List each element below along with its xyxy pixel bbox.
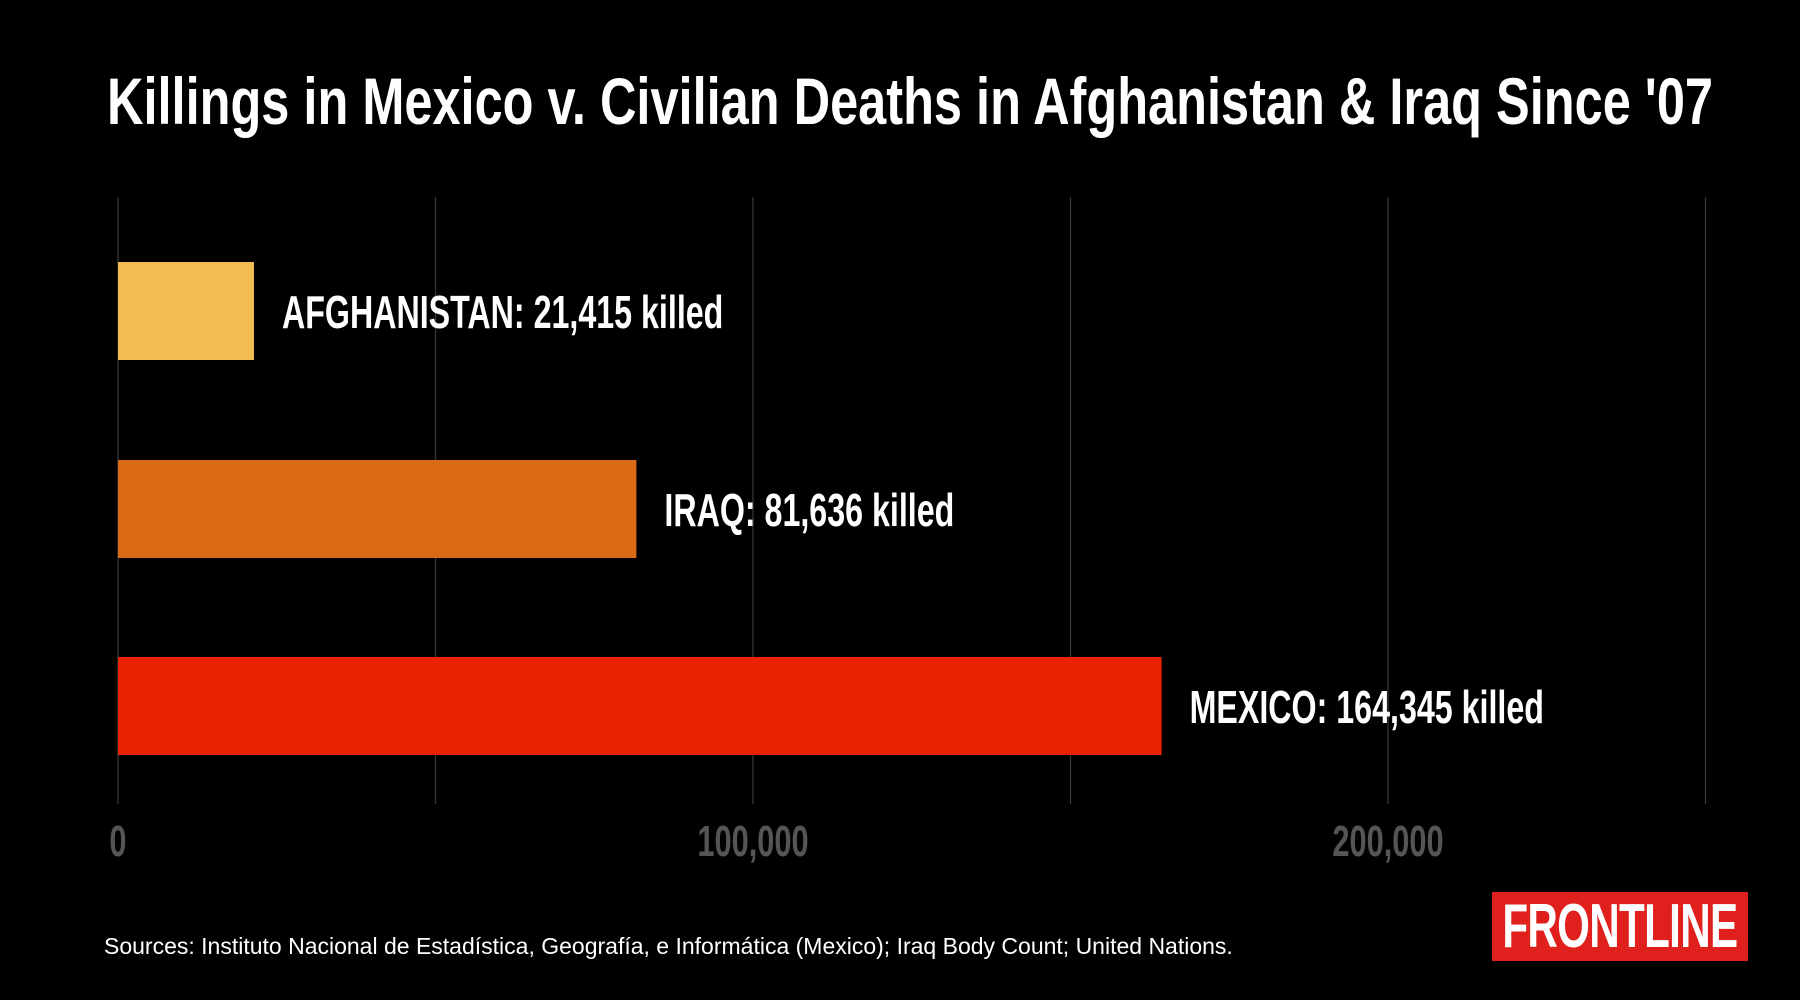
chart-title: Killings in Mexico v. Civilian Deaths in… — [107, 64, 1713, 138]
data-label: AFGHANISTAN: 21,415 killed — [282, 286, 723, 338]
bar-iraq — [118, 460, 637, 558]
data-label: MEXICO: 164,345 killed — [1190, 681, 1544, 733]
frontline-logo: FRONTLINE — [1492, 892, 1748, 961]
data-labels: AFGHANISTAN: 21,415 killed IRAQ: 81,636 k… — [282, 286, 1544, 733]
x-tick-label: 200,000 — [1332, 817, 1443, 866]
sources-note: Sources: Instituto Nacional de Estadísti… — [104, 933, 1233, 959]
x-tick-label: 0 — [109, 817, 126, 866]
bar-mexico — [118, 657, 1162, 755]
logo-text: FRONTLINE — [1502, 892, 1738, 961]
x-tick-labels: 0 100,000 200,000 — [109, 817, 1443, 866]
bar-afghanistan — [118, 262, 254, 360]
bars — [118, 262, 1162, 755]
data-label: IRAQ: 81,636 killed — [664, 484, 954, 536]
x-tick-label: 100,000 — [697, 817, 808, 866]
